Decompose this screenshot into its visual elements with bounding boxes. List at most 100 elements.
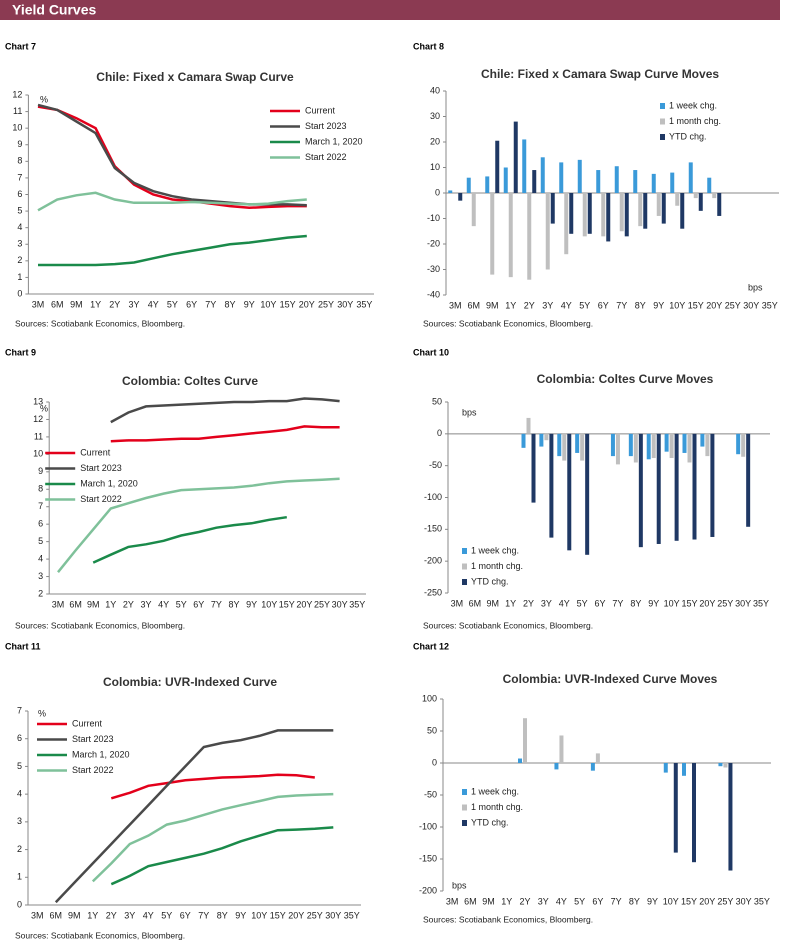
x-tick-label: 1Y [505,598,516,608]
bar [717,193,722,216]
x-tick-label: 10Y [261,599,277,609]
line-series [91,792,334,883]
line-series [110,826,334,886]
legend-label: Current [72,718,103,728]
bar [675,193,680,206]
y-tick-label: 30 [430,111,440,121]
bar [595,753,600,763]
x-tick-label: 25Y [307,910,323,920]
y-tick-label: 7 [17,705,22,715]
x-tick-label: 15Y [270,910,286,920]
legend-swatch [462,579,467,585]
bar [723,763,728,768]
y-tick-label: 0 [435,187,440,197]
legend-swatch [462,820,467,826]
bar [466,177,471,193]
x-tick-label: 9M [486,300,499,310]
bar [633,433,638,463]
bar [707,177,712,193]
y-tick-label: 4 [17,222,22,232]
legend-label: Current [80,447,111,457]
bar [587,193,592,234]
chart-label: Chart 9 [5,347,36,357]
bar [580,433,585,461]
x-tick-label: 25Y [717,896,733,906]
x-tick-label: 9Y [653,300,664,310]
line-series [110,773,315,800]
legend-swatch [462,563,467,570]
line-series [37,105,307,210]
x-tick-label: 7Y [616,300,627,310]
x-tick-label: 35Y [349,599,365,609]
y-tick-label: 1 [17,272,22,282]
y-tick-label: -10 [427,213,440,223]
x-tick-label: 2Y [524,300,535,310]
x-tick-label: 6Y [592,896,603,906]
bar [680,193,685,229]
y-tick-label: -100 [419,821,437,831]
x-tick-label: 7Y [612,598,623,608]
bar [615,433,620,465]
y-tick-label: -200 [424,556,442,566]
x-tick-label: 9Y [244,299,255,309]
y-tick-label: 1 [17,872,22,882]
y-tick-label: 10 [33,449,43,459]
y-tick-label: 7 [38,501,43,511]
x-tick-label: 6Y [180,910,191,920]
legend-label: Start 2022 [305,152,347,162]
x-tick-label: 3M [449,300,462,310]
line-series [92,515,287,564]
y-tick-label: 0 [432,757,437,767]
bar [682,763,686,776]
bar [549,433,554,538]
x-tick-label: 3Y [124,910,135,920]
x-tick-label: 6M [467,300,480,310]
bar [557,433,562,457]
x-tick-label: 4Y [556,896,567,906]
x-tick-label: 8Y [635,300,646,310]
y-tick-label: 3 [17,816,22,826]
bar [614,166,619,193]
x-tick-label: 1Y [501,896,512,906]
y-tick-label: 2 [17,844,22,854]
x-tick-label: 30Y [325,910,341,920]
x-tick-label: 25Y [318,299,334,309]
chart-label: Chart 11 [5,641,41,651]
bar [545,193,550,270]
source: Sources: Scotiabank Economics, Bloomberg… [15,620,185,630]
legend-label: YTD chg. [669,131,707,141]
y-tick-label: 50 [432,396,442,406]
bar [522,139,527,193]
legend-label: 1 month chg. [669,116,721,126]
bar [577,159,582,193]
bar [669,433,674,459]
bar [532,170,537,193]
bar [619,193,624,232]
y-tick-label: 5 [17,205,22,215]
chart-label: Chart 12 [413,641,449,651]
bar [643,193,648,229]
legend-swatch [660,103,665,109]
bar [674,433,679,541]
x-tick-label: 2Y [109,299,120,309]
bar [651,433,656,459]
x-tick-label: 3Y [538,896,549,906]
x-tick-label: 7Y [205,299,216,309]
bar [656,433,661,544]
x-tick-label: 3M [32,299,45,309]
bar [692,763,696,863]
bar [513,121,518,193]
y-unit: % [38,708,46,718]
bar [687,433,692,463]
bar [661,193,666,224]
bar [448,190,453,193]
bar [550,193,555,224]
bar [718,763,723,767]
x-tick-label: 10Y [251,910,267,920]
chart-label: Chart 7 [5,41,36,51]
x-tick-label: 25Y [725,300,741,310]
y-tick-label: 6 [17,189,22,199]
x-tick-label: 6Y [186,299,197,309]
x-tick-label: 3M [451,598,464,608]
bar [628,433,633,457]
